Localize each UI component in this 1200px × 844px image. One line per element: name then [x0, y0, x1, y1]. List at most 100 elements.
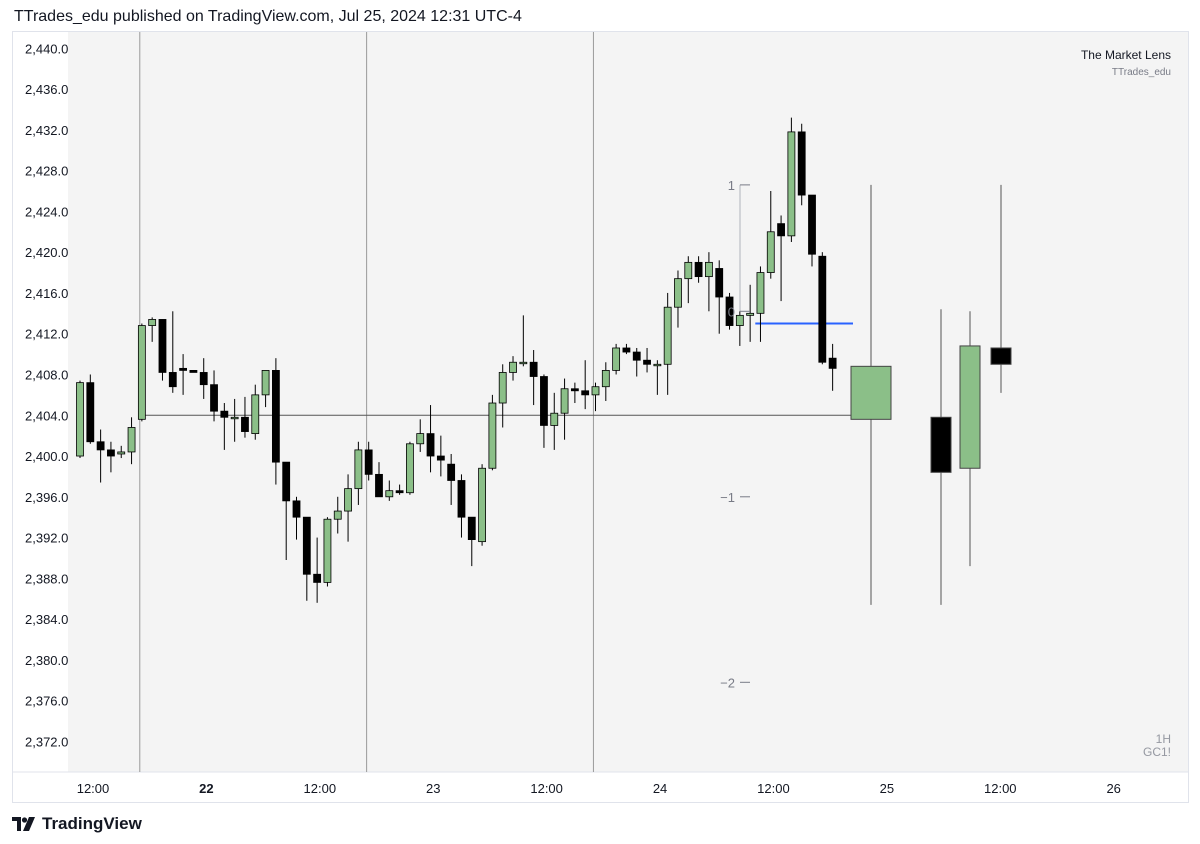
- candle[interactable]: [344, 474, 352, 542]
- candle[interactable]: [323, 517, 332, 587]
- candle[interactable]: [632, 347, 641, 377]
- candle[interactable]: [478, 464, 486, 546]
- candle[interactable]: [509, 356, 517, 381]
- bearish-candle-body: [302, 516, 311, 575]
- higher-timeframe-candle[interactable]: [930, 309, 952, 605]
- candle[interactable]: [715, 260, 724, 334]
- candle[interactable]: [179, 354, 188, 395]
- candle[interactable]: [457, 474, 466, 538]
- candle[interactable]: [189, 370, 198, 373]
- candle[interactable]: [313, 537, 322, 603]
- bearish-candle-body: [540, 376, 548, 426]
- candle[interactable]: [601, 362, 610, 401]
- bullish-candle-body: [117, 451, 126, 455]
- bearish-candle-body: [395, 490, 404, 494]
- candle[interactable]: [251, 384, 260, 440]
- price-tick-label: 2,372.0: [25, 734, 68, 749]
- higher-timeframe-candle[interactable]: [850, 184, 892, 605]
- candle[interactable]: [426, 405, 435, 473]
- bearish-candle-body: [581, 390, 590, 396]
- candle[interactable]: [137, 323, 146, 422]
- candle[interactable]: [787, 117, 796, 242]
- higher-timeframe-candle[interactable]: [990, 184, 1012, 393]
- candle[interactable]: [292, 496, 301, 540]
- candle[interactable]: [488, 394, 497, 471]
- candle[interactable]: [540, 374, 548, 448]
- candle[interactable]: [127, 417, 136, 465]
- candle[interactable]: [406, 441, 414, 495]
- candle[interactable]: [210, 370, 218, 422]
- price-pane-background[interactable]: [68, 32, 1188, 772]
- candle[interactable]: [107, 441, 115, 473]
- candle[interactable]: [271, 358, 280, 485]
- price-scale-background[interactable]: [13, 32, 68, 772]
- candle[interactable]: [828, 343, 837, 391]
- higher-timeframe-candle[interactable]: [959, 311, 981, 567]
- candle[interactable]: [777, 215, 785, 302]
- candle[interactable]: [818, 252, 827, 365]
- candle[interactable]: [230, 398, 239, 442]
- candle[interactable]: [282, 461, 291, 560]
- candle[interactable]: [735, 311, 744, 346]
- candle[interactable]: [168, 311, 177, 393]
- candle[interactable]: [117, 445, 126, 459]
- candle[interactable]: [199, 358, 208, 399]
- candle[interactable]: [797, 123, 806, 206]
- footer-brand[interactable]: TradingView: [12, 814, 142, 834]
- candle[interactable]: [96, 429, 105, 483]
- candle[interactable]: [529, 350, 538, 406]
- candle[interactable]: [261, 370, 270, 408]
- candle[interactable]: [725, 292, 734, 330]
- candle[interactable]: [684, 256, 693, 304]
- candle[interactable]: [519, 315, 528, 367]
- candle[interactable]: [705, 252, 713, 312]
- bearish-candle-body: [694, 261, 703, 278]
- candle[interactable]: [591, 382, 600, 412]
- candlestick-chart[interactable]: 1 0 −1 −2 2,440.0 2,436.0 2,432.0 2,428.0 2,424…: [13, 32, 1188, 802]
- candle[interactable]: [756, 266, 765, 342]
- watermark-author: TTrades_edu: [1112, 67, 1171, 78]
- time-tick-label: 24: [653, 781, 667, 796]
- candle[interactable]: [674, 270, 682, 328]
- candle[interactable]: [643, 347, 651, 373]
- candle[interactable]: [622, 343, 631, 355]
- candle[interactable]: [766, 191, 775, 279]
- candle[interactable]: [694, 256, 703, 283]
- price-tick-label: 2,400.0: [25, 449, 68, 464]
- candle[interactable]: [385, 480, 394, 501]
- bullish-candle-body: [498, 372, 507, 404]
- candle[interactable]: [76, 380, 84, 459]
- candle[interactable]: [416, 419, 425, 452]
- candle[interactable]: [581, 360, 590, 410]
- candle[interactable]: [158, 319, 167, 381]
- candle[interactable]: [395, 484, 404, 495]
- candle[interactable]: [612, 343, 621, 375]
- price-tick-label: 2,424.0: [25, 204, 68, 219]
- candle[interactable]: [560, 378, 569, 440]
- candle[interactable]: [333, 496, 342, 534]
- candle[interactable]: [653, 360, 662, 395]
- bullish-candle-body: [406, 443, 414, 494]
- candle[interactable]: [148, 317, 157, 342]
- candle[interactable]: [746, 284, 755, 342]
- bearish-candle-body: [199, 372, 208, 386]
- candle[interactable]: [467, 516, 476, 567]
- candle[interactable]: [550, 392, 559, 450]
- bearish-candle-body: [818, 255, 827, 363]
- candle[interactable]: [570, 382, 579, 404]
- candle[interactable]: [436, 435, 445, 477]
- bearish-candle-body: [313, 573, 322, 583]
- candle[interactable]: [364, 441, 373, 481]
- chart-frame[interactable]: 1 0 −1 −2 2,440.0 2,436.0 2,432.0 2,428.0 2,424…: [12, 31, 1189, 803]
- candle[interactable]: [447, 453, 456, 505]
- candle[interactable]: [808, 194, 816, 267]
- candle[interactable]: [354, 441, 363, 505]
- candle[interactable]: [498, 364, 507, 428]
- bearish-candle-body: [282, 461, 291, 502]
- candle[interactable]: [86, 374, 95, 444]
- candle[interactable]: [302, 516, 311, 601]
- candle[interactable]: [663, 292, 672, 395]
- candle[interactable]: [220, 403, 229, 450]
- candle[interactable]: [241, 396, 249, 438]
- candle[interactable]: [375, 462, 383, 498]
